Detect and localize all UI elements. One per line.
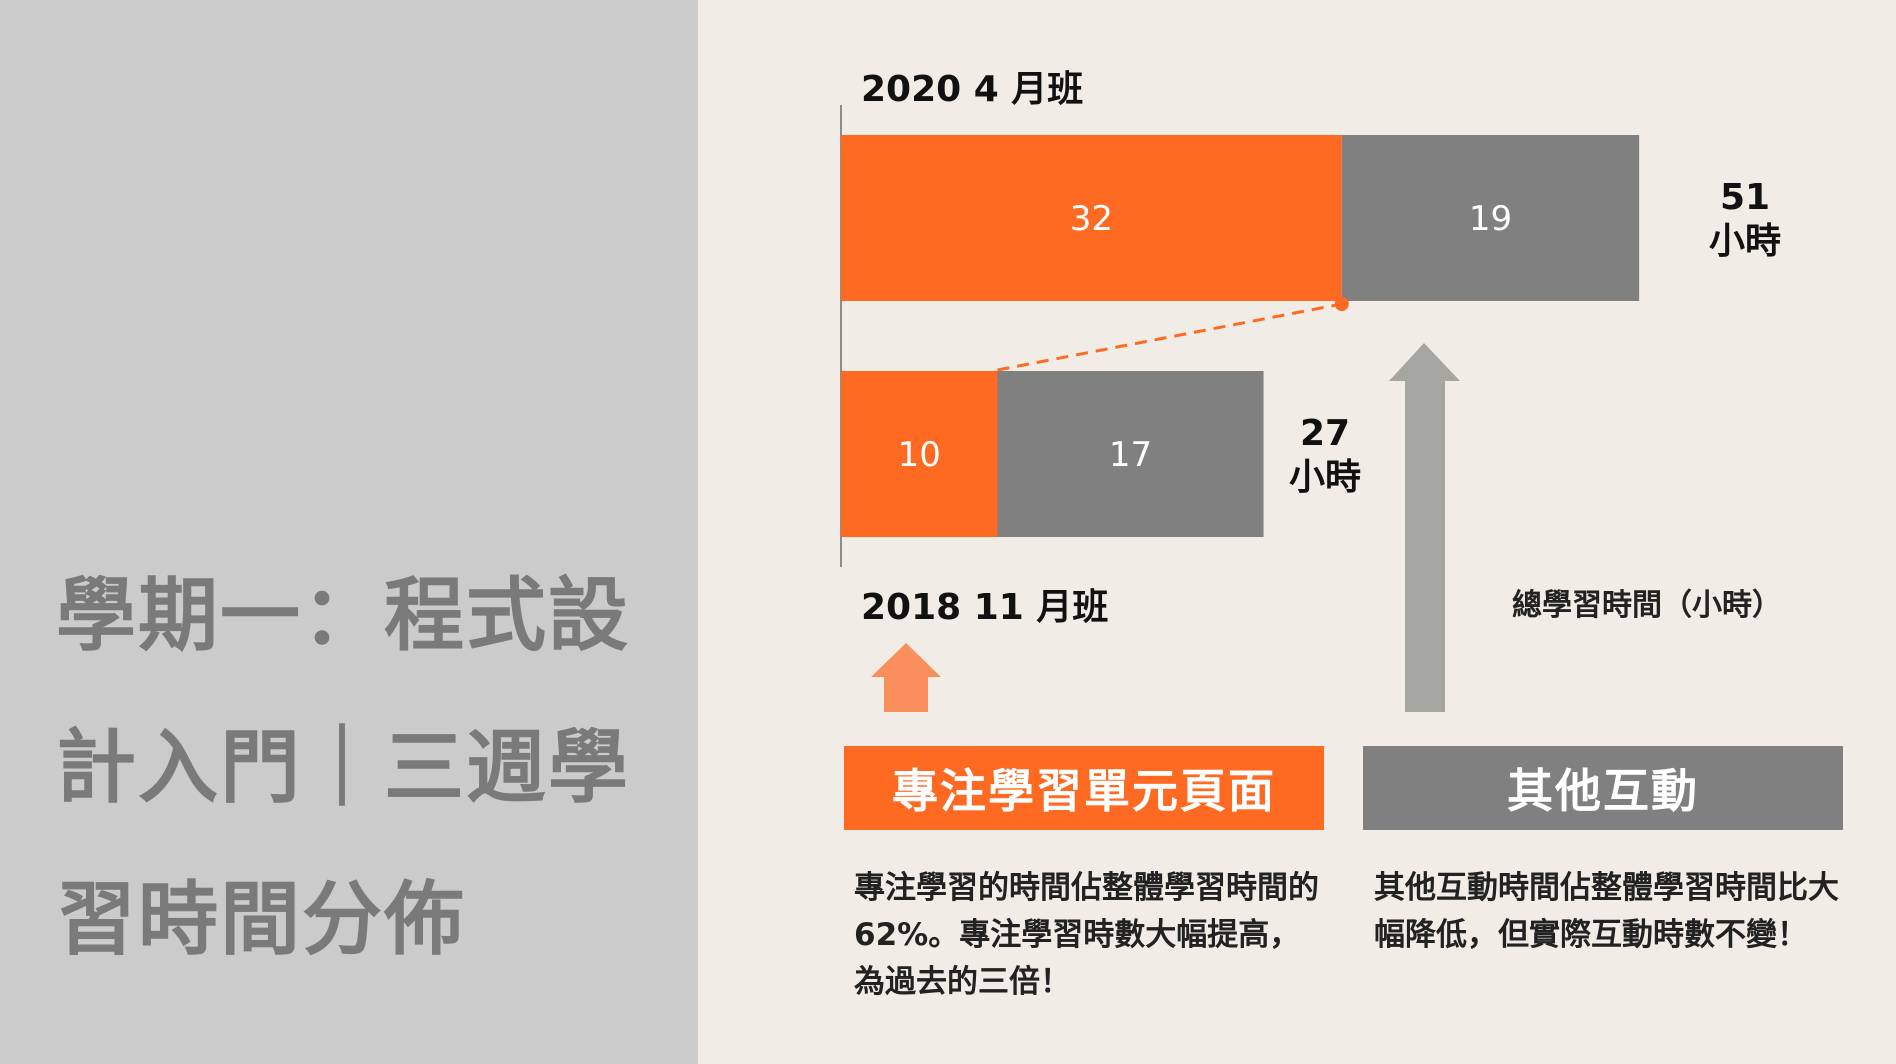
bar-segment-1-0 [841,371,998,537]
chart-panel: 32 19 10 17 2020 4 月班 2018 11 月班 51 小時 27 小… [698,0,1896,1064]
growth-connector-line [997,302,1343,372]
bar-segment-1-1 [997,371,1264,537]
total-up-arrow-icon [1389,343,1460,712]
bar-value-label: 10 [898,435,941,475]
legend-focus-box: 專注學習單元頁面 [844,746,1324,830]
focus-description: 專注學習的時間佔整體學習時間的 62%。專注學習時數大幅提高，為過去的三倍！ [854,870,1319,1000]
title-panel: 學期一：程式設計入門｜三週學習時間分佈 [0,0,698,1064]
stacked-bar-chart: 32 19 10 17 [840,105,1640,712]
total-value: 27 [1299,413,1351,454]
connector-dot [1334,297,1349,311]
bar-segment-0-0 [841,135,1342,301]
legend-other-box: 其他互動 [1363,746,1843,830]
focus-up-arrow-icon [871,643,941,712]
bar-value-label: 19 [1469,199,1512,239]
bar-segment-0-1 [1341,135,1640,301]
total-unit: 小時 [1288,457,1361,498]
total-unit: 小時 [1708,221,1781,262]
category-label-2020: 2020 4 月班 [861,69,1084,110]
page-title: 學期一：程式設計入門｜三週學習時間分佈 [56,569,630,966]
bar-value-label: 32 [1070,199,1113,239]
total-label-2020: 51 小時 [1665,176,1825,264]
axis-caption: 總學習時間（小時） [1512,588,1782,623]
category-label-2018: 2018 11 月班 [861,587,1109,628]
total-label-2018: 27 小時 [1245,412,1405,500]
bar-value-label: 17 [1109,435,1152,475]
total-value: 51 [1719,177,1771,218]
other-description: 其他互動時間佔整體學習時間比大幅降低，但實際互動時數不變！ [1374,870,1839,953]
